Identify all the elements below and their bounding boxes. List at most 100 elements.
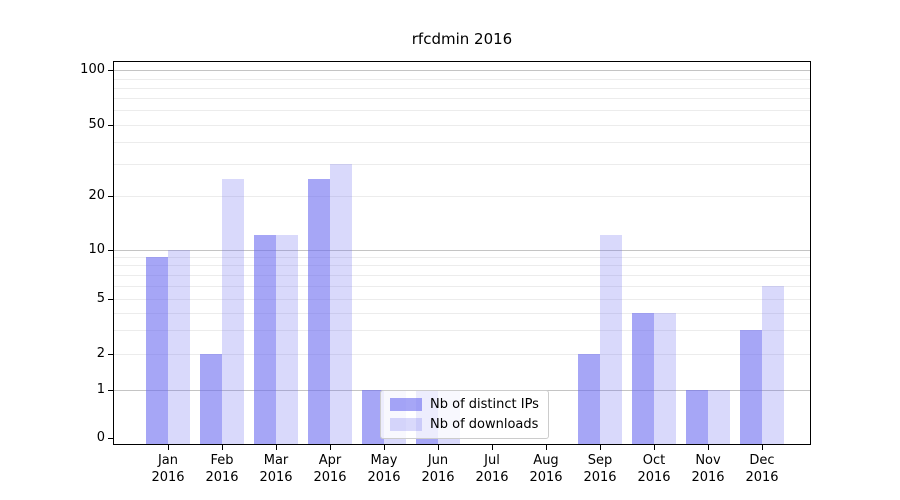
x-tick-mark xyxy=(276,445,277,450)
bar-layer xyxy=(113,61,811,445)
x-tick-month: Sep xyxy=(587,453,613,468)
x-tick-month: Oct xyxy=(642,453,666,468)
x-tick-mark xyxy=(708,445,709,450)
x-tick-year: 2016 xyxy=(637,470,671,485)
x-tick-year: 2016 xyxy=(691,470,725,485)
x-tick-mark xyxy=(546,445,547,450)
gridline-minor xyxy=(114,110,810,112)
gridline-minor xyxy=(114,354,810,356)
x-tick-month: Nov xyxy=(695,453,721,468)
legend-swatch xyxy=(390,398,422,411)
x-tick-year: 2016 xyxy=(151,470,185,485)
y-tick-label: 0 xyxy=(96,430,105,445)
x-tick-month: Aug xyxy=(533,453,559,468)
y-tick-mark xyxy=(108,249,113,251)
x-tick-mark xyxy=(654,445,655,450)
bar-nb-of-downloads-feb xyxy=(222,178,244,445)
x-tick-mark xyxy=(438,445,439,450)
x-tick-month: Jan xyxy=(157,453,179,468)
y-tick-mark xyxy=(108,390,113,391)
gridline-major xyxy=(114,249,810,251)
x-tick-mark xyxy=(330,445,331,450)
x-tick-label: Feb 2016 xyxy=(192,452,252,486)
bar-nb-of-downloads-apr xyxy=(330,164,352,445)
bar-nb-of-downloads-oct xyxy=(654,312,676,445)
legend: Nb of distinct IPs Nb of downloads xyxy=(380,390,549,439)
chart-title: rfcdmin 2016 xyxy=(411,30,513,48)
bar-nb-of-downloads-mar xyxy=(276,235,298,445)
bar-nb-of-downloads-jan xyxy=(168,249,190,445)
legend-label: Nb of downloads xyxy=(430,417,539,432)
x-tick-year: 2016 xyxy=(205,470,239,485)
y-tick-mark xyxy=(108,196,113,197)
gridline-minor xyxy=(114,329,810,331)
x-tick-year: 2016 xyxy=(421,470,455,485)
y-tick-mark xyxy=(108,299,113,300)
bar-nb-of-downloads-sep xyxy=(600,235,622,445)
bar-nb-of-distinct-ips-oct xyxy=(632,312,654,445)
bar-nb-of-distinct-ips-apr xyxy=(308,178,330,445)
bar-nb-of-downloads-dec xyxy=(762,285,784,445)
x-tick-year: 2016 xyxy=(259,470,293,485)
x-tick-month: May xyxy=(370,453,398,468)
bar-nb-of-distinct-ips-jan xyxy=(146,257,168,445)
bar-nb-of-distinct-ips-sep xyxy=(578,354,600,445)
x-tick-year: 2016 xyxy=(367,470,401,485)
y-tick-mark xyxy=(108,124,113,126)
x-tick-year: 2016 xyxy=(583,470,617,485)
y-tick-mark xyxy=(108,70,113,72)
x-tick-mark xyxy=(384,445,385,450)
x-tick-mark xyxy=(222,445,223,450)
y-tick-label: 20 xyxy=(88,188,105,203)
x-tick-year: 2016 xyxy=(475,470,509,485)
x-tick-label: Jan 2016 xyxy=(138,452,198,486)
gridline-minor xyxy=(114,312,810,314)
y-tick-label: 100 xyxy=(80,62,105,78)
x-tick-mark xyxy=(168,445,169,450)
bar-nb-of-distinct-ips-feb xyxy=(200,354,222,445)
x-tick-mark xyxy=(492,445,493,450)
x-tick-label: Oct 2016 xyxy=(624,452,684,486)
x-tick-month: Jul xyxy=(484,453,500,468)
legend-label: Nb of distinct IPs xyxy=(430,397,539,412)
legend-row: Nb of distinct IPs xyxy=(390,397,539,412)
x-tick-label: Nov 2016 xyxy=(678,452,738,486)
x-tick-month: Mar xyxy=(263,453,289,468)
x-tick-year: 2016 xyxy=(313,470,347,485)
gridline-major xyxy=(114,70,810,72)
gridline-minor xyxy=(114,87,810,89)
x-tick-month: Apr xyxy=(318,453,342,468)
y-tick-mark xyxy=(108,354,113,356)
gridline-minor xyxy=(114,265,810,267)
x-tick-label: Jun 2016 xyxy=(408,452,468,486)
y-tick-label: 1 xyxy=(96,382,105,397)
x-tick-label: Mar 2016 xyxy=(246,452,306,486)
gridline-minor xyxy=(114,141,810,143)
legend-row: Nb of downloads xyxy=(390,417,539,432)
gridline-minor xyxy=(114,196,810,197)
y-tick-label: 10 xyxy=(88,241,105,257)
x-tick-label: Jul 2016 xyxy=(462,452,522,486)
gridline-minor xyxy=(114,124,810,126)
y-tick-label: 2 xyxy=(96,346,105,362)
y-tick-label: 5 xyxy=(96,291,105,306)
legend-swatch xyxy=(390,418,422,431)
gridline-minor xyxy=(114,299,810,300)
x-tick-mark xyxy=(600,445,601,450)
gridline-minor xyxy=(114,164,810,166)
y-tick-mark xyxy=(108,438,113,439)
gridline-minor xyxy=(114,98,810,100)
gridline-minor xyxy=(114,274,810,276)
gridline-minor xyxy=(114,257,810,259)
bar-nb-of-distinct-ips-dec xyxy=(740,329,762,445)
x-tick-label: Dec 2016 xyxy=(732,452,792,486)
x-tick-month: Jun xyxy=(427,453,449,468)
x-tick-label: May 2016 xyxy=(354,452,414,486)
bar-nb-of-downloads-nov xyxy=(708,390,730,445)
x-tick-label: Aug 2016 xyxy=(516,452,576,486)
bar-nb-of-distinct-ips-may xyxy=(362,390,384,445)
x-tick-mark xyxy=(762,445,763,450)
bar-nb-of-distinct-ips-mar xyxy=(254,235,276,445)
gridline-minor xyxy=(114,78,810,80)
